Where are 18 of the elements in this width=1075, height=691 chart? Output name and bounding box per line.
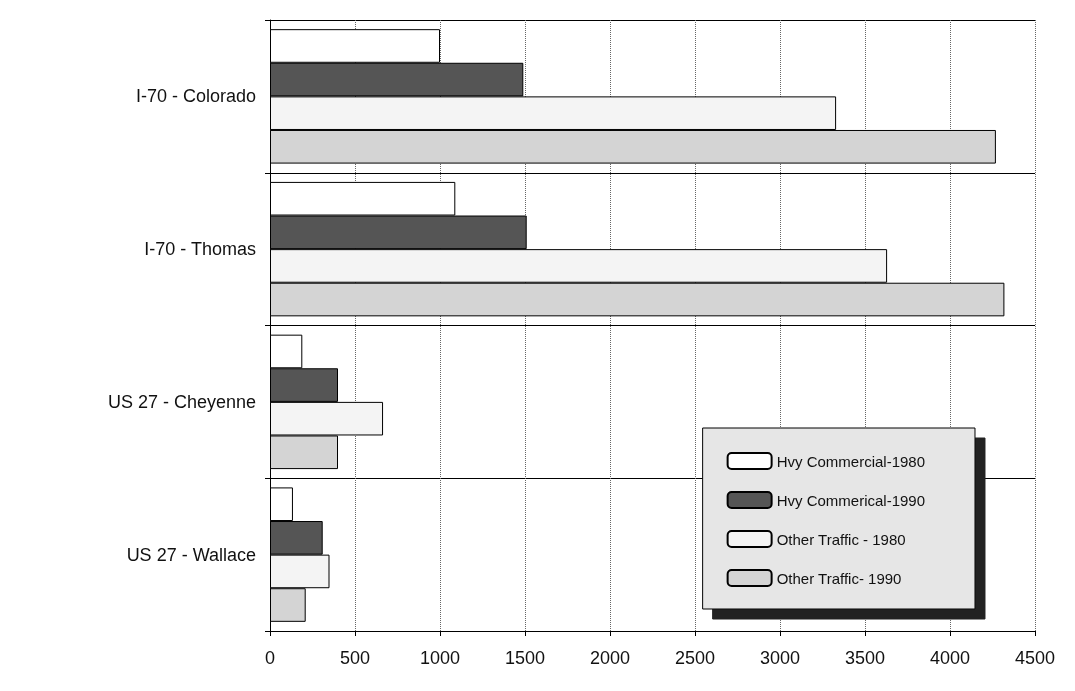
y-tick-label: US 27 - Cheyenne [107,391,256,412]
x-tick-label: 0 [264,648,276,668]
x-tick-label: 500 [339,648,371,668]
legend-label: Other Traffic - 1980 [776,530,906,548]
y-tick-label: US 27 - Wallace [126,544,256,565]
legend-label: Hvy Commercial-1980 [776,452,925,470]
x-tick-label: 1500 [504,648,546,668]
legend-label: Hvy Commerical-1990 [776,491,925,509]
x-tick-label: 2500 [674,648,716,668]
x-tick-label: 4500 [1014,648,1056,668]
x-tick-label: 3500 [844,648,886,668]
y-tick-label: I-70 - Thomas [144,239,256,260]
x-tick-label: 3000 [759,648,801,668]
x-tick-label: 4000 [929,648,971,668]
y-tick-label: I-70 - Colorado [135,86,256,107]
x-tick-label: 2000 [589,648,631,668]
x-tick-label: 1000 [419,648,461,668]
legend-label: Other Traffic- 1990 [776,569,902,587]
